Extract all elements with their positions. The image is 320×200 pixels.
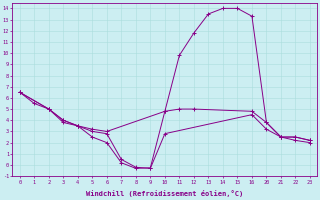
X-axis label: Windchill (Refroidissement éolien,°C): Windchill (Refroidissement éolien,°C) [86, 190, 244, 197]
